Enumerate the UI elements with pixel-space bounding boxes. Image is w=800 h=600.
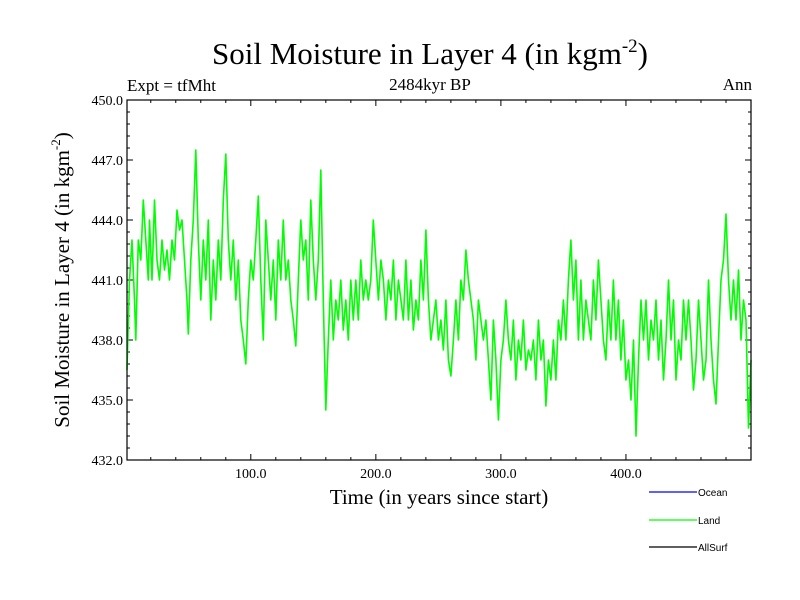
x-tick-label: 300.0	[485, 467, 517, 482]
series-layer	[126, 149, 752, 437]
y-tick-label: 447.0	[92, 154, 124, 169]
legend-label-ocean: Ocean	[698, 488, 727, 499]
y-tick-label: 432.0	[92, 454, 124, 469]
y-tick-label: 450.0	[92, 94, 124, 109]
y-axis-ticks: 432.0 435.0 438.0 441.0 444.0 447.0 450.0	[92, 94, 751, 469]
x-tick-label: 200.0	[360, 467, 392, 482]
series-line-land	[126, 149, 752, 437]
legend-label-land: Land	[698, 516, 720, 527]
legend-item-ocean: Ocean	[649, 488, 727, 499]
x-axis-label: Time (in years since start)	[330, 485, 549, 509]
y-tick-label: 444.0	[92, 214, 124, 229]
legend-label-allsurf: AllSurf	[698, 543, 728, 554]
y-tick-label: 435.0	[92, 394, 124, 409]
experiment-label: Expt = tfMht	[127, 76, 216, 95]
x-tick-label: 400.0	[610, 467, 642, 482]
y-axis-label: Soil Moisture in Layer 4 (in kgm-2)	[48, 132, 74, 427]
season-label: Ann	[723, 75, 753, 94]
legend: Ocean Land AllSurf	[649, 488, 728, 554]
y-tick-label: 441.0	[92, 274, 124, 289]
legend-item-allsurf: AllSurf	[649, 543, 728, 554]
x-tick-label: 100.0	[235, 467, 267, 482]
chart-subtitle: 2484kyr BP	[389, 75, 471, 94]
x-axis-ticks: 100.0 200.0 300.0 400.0	[150, 100, 727, 482]
chart-title: Soil Moisture in Layer 4 (in kgm-2)	[212, 36, 648, 71]
y-tick-label: 438.0	[92, 334, 124, 349]
legend-item-land: Land	[649, 516, 720, 527]
plot-frame	[126, 99, 752, 461]
